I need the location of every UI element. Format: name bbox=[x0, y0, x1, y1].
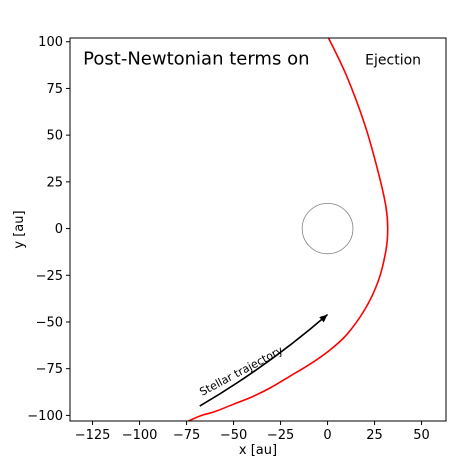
y-tick-label: −50 bbox=[36, 315, 63, 330]
y-axis-ticks: −100 −75 −50 −25 0 25 50 75 100 bbox=[27, 35, 70, 424]
x-tick-label: 0 bbox=[323, 428, 331, 443]
trajectory-line-0 bbox=[188, 38, 389, 421]
y-axis-label: y [au] bbox=[12, 210, 27, 248]
y-tick-label: 0 bbox=[55, 222, 63, 237]
x-tick-label: −100 bbox=[122, 428, 158, 443]
x-tick-label: −25 bbox=[267, 428, 294, 443]
x-axis-ticks: −125 −100 −75 −50 −25 0 25 50 bbox=[75, 421, 430, 443]
annotations: Post-Newtonian terms on Ejection bbox=[83, 49, 421, 70]
x-tick-label: −75 bbox=[173, 428, 200, 443]
central-object-circle bbox=[301, 202, 354, 255]
x-tick-label: −50 bbox=[220, 428, 247, 443]
arrow-head bbox=[319, 314, 328, 323]
annotation-text-1: Ejection bbox=[365, 53, 421, 69]
x-tick-label: −125 bbox=[75, 428, 111, 443]
x-axis-label: x [au] bbox=[239, 443, 277, 458]
y-tick-label: −25 bbox=[36, 269, 63, 284]
stellar-trajectory-arrow bbox=[199, 313, 329, 407]
y-tick-label: −100 bbox=[27, 409, 63, 424]
y-tick-label: 100 bbox=[38, 35, 63, 50]
annotation-text-0: Post-Newtonian terms on bbox=[83, 49, 309, 70]
y-tick-label: −75 bbox=[36, 362, 63, 377]
plot-frame bbox=[69, 37, 447, 422]
y-tick-label: 25 bbox=[46, 175, 63, 190]
y-tick-label: 75 bbox=[46, 82, 63, 97]
x-tick-label: 50 bbox=[413, 428, 430, 443]
y-tick-label: 50 bbox=[46, 129, 63, 144]
x-tick-label: 25 bbox=[366, 428, 383, 443]
